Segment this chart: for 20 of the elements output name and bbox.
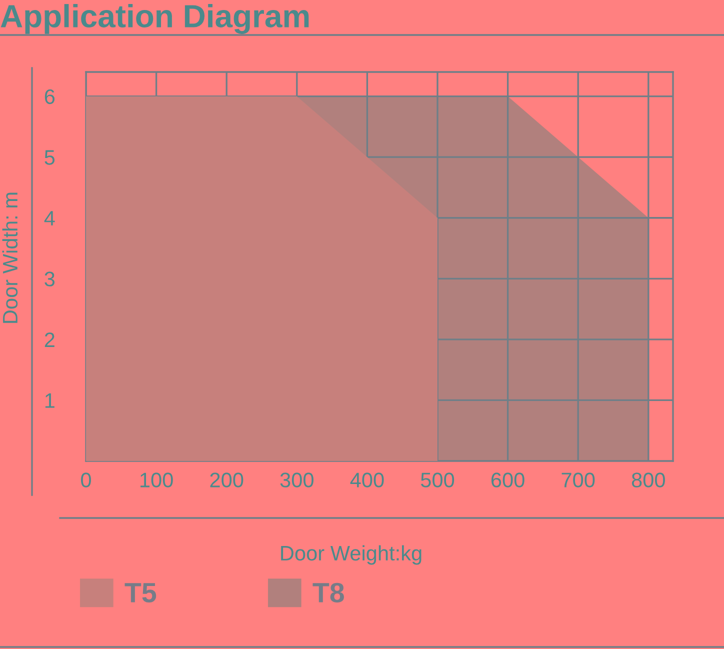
- x-tick-label: 700: [562, 472, 595, 488]
- y-axis-title: Door Width: m: [2, 192, 18, 323]
- x-tick-label: 800: [632, 472, 665, 488]
- chart-title: Application Diagram: [0, 4, 309, 34]
- x-axis-title: Door Weight:kg: [281, 545, 422, 565]
- x-tick-label: 400: [350, 472, 384, 488]
- y-tick-label: 6: [44, 89, 55, 104]
- y-tick-label: 3: [44, 272, 55, 286]
- y-tick-label: 4: [44, 211, 55, 226]
- x-tick-label: 0: [81, 472, 91, 488]
- legend-label: T8: [312, 582, 344, 603]
- legend-label: T5: [124, 583, 156, 603]
- x-tick-label: 300: [280, 472, 314, 488]
- y-tick-label: 1: [45, 393, 54, 408]
- x-tick-label: 500: [420, 472, 454, 488]
- y-tick-label: 2: [44, 332, 54, 347]
- x-tick-label: 200: [210, 472, 244, 488]
- x-tick-label: 100: [140, 472, 173, 488]
- x-tick-label: 600: [491, 472, 524, 488]
- y-tick-label: 5: [44, 150, 55, 165]
